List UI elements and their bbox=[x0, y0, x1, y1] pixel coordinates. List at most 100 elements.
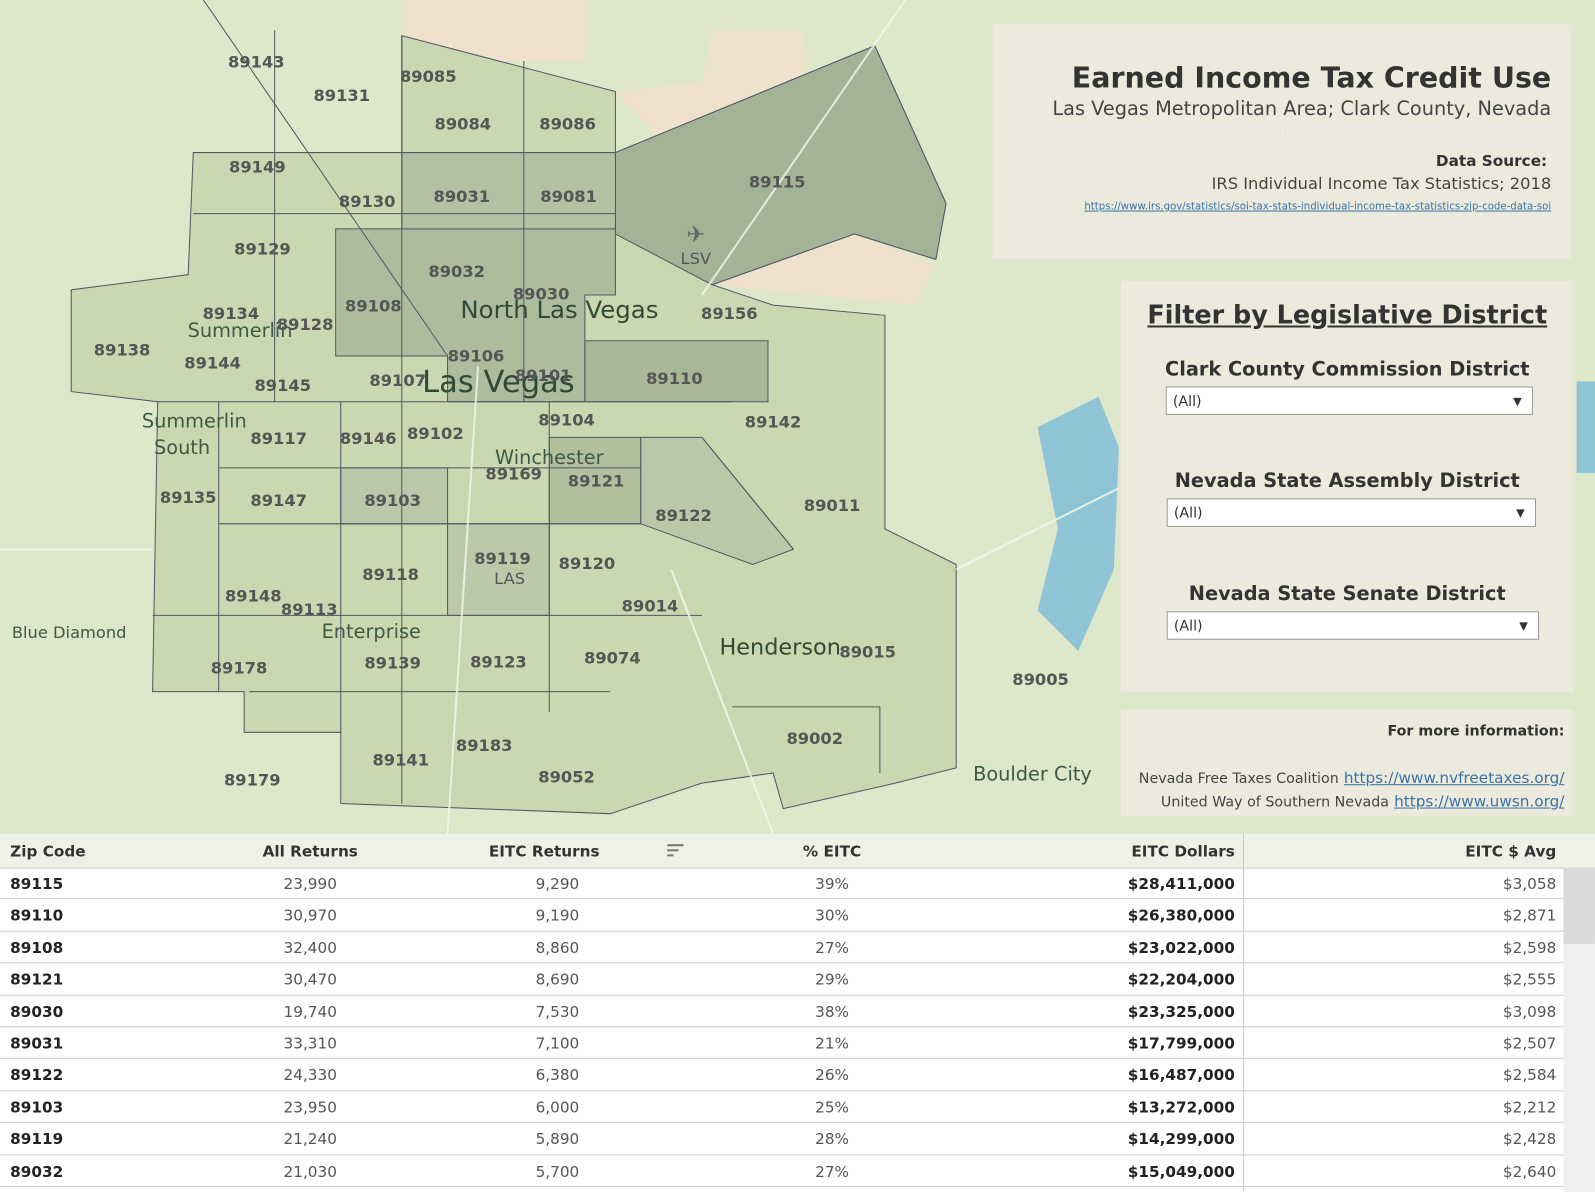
zip-label: 89143 bbox=[228, 53, 285, 72]
table-cell: $14,299,000 bbox=[1127, 1130, 1235, 1149]
zip-label: 89011 bbox=[804, 496, 861, 515]
zip-label: 89074 bbox=[584, 649, 641, 668]
table-cell: 30,470 bbox=[283, 970, 337, 989]
table-cell: 89032 bbox=[10, 1162, 64, 1181]
zip-label: 89113 bbox=[281, 600, 338, 619]
table-cell: $2,212 bbox=[1502, 1098, 1557, 1117]
table-cell: 9,290 bbox=[535, 874, 580, 894]
zip-boundaries bbox=[152, 0, 881, 804]
zip-label: 89141 bbox=[372, 750, 429, 769]
table-cell: 8,860 bbox=[535, 938, 580, 957]
zip-label: 89131 bbox=[313, 86, 370, 105]
row-separator bbox=[0, 1153, 1564, 1156]
table-cell: $3,098 bbox=[1502, 1002, 1557, 1021]
sort-icon[interactable] bbox=[666, 842, 686, 858]
row-separator bbox=[0, 1026, 1564, 1028]
zip-label: 89102 bbox=[407, 424, 464, 443]
table-cell: 7,530 bbox=[535, 1002, 580, 1021]
row-separator bbox=[0, 1122, 1564, 1124]
zip-label: 89086 bbox=[539, 115, 596, 134]
zip-label: 89123 bbox=[470, 653, 527, 672]
zip-label: 89129 bbox=[234, 240, 291, 259]
column-header[interactable]: % EITC bbox=[802, 842, 862, 861]
info-row: United Way of Southern Nevada https://www… bbox=[1161, 792, 1565, 810]
dashboard-subtitle: Las Vegas Metropolitan Area; Clark Count… bbox=[1052, 97, 1552, 121]
airport-icon: ✈ bbox=[686, 222, 705, 248]
info-title: For more information: bbox=[1387, 723, 1565, 740]
table-cell: 27% bbox=[815, 1162, 850, 1181]
info-link[interactable]: https://www.nvfreetaxes.org/ bbox=[1343, 768, 1565, 788]
zip-label: 89139 bbox=[364, 654, 421, 673]
row-separator bbox=[0, 962, 1564, 964]
place-label: Summerlin bbox=[188, 319, 293, 342]
row-separator bbox=[0, 898, 1564, 900]
zip-label: 89178 bbox=[211, 659, 268, 678]
zip-label: 89135 bbox=[160, 488, 217, 507]
info-link[interactable]: https://www.uwsn.org/ bbox=[1394, 792, 1565, 811]
table-cell: 6,000 bbox=[535, 1098, 580, 1117]
table-cell: 33,310 bbox=[283, 1034, 337, 1053]
column-header[interactable]: Zip Code bbox=[10, 842, 86, 861]
zip-label: 89084 bbox=[435, 115, 492, 134]
dropdown-arrow: ▼ bbox=[1519, 619, 1528, 633]
filter-dropdown[interactable]: (All) ▼ bbox=[1166, 611, 1540, 640]
place-label: LAS bbox=[494, 569, 525, 588]
column-header[interactable]: All Returns bbox=[262, 842, 358, 861]
zip-label: 89052 bbox=[538, 768, 595, 787]
column-header[interactable]: EITC Returns bbox=[488, 842, 600, 861]
place-label: South bbox=[154, 436, 210, 459]
row-separator bbox=[0, 1185, 1564, 1187]
zip-label: 89130 bbox=[339, 192, 396, 211]
scrollbar-thumb[interactable] bbox=[1563, 867, 1595, 944]
dashboard-title: Earned Income Tax Credit Use bbox=[1071, 61, 1552, 95]
zip-area-high bbox=[614, 45, 947, 286]
info-row: Nevada Free Taxes Coalition https://www.n… bbox=[1139, 769, 1565, 787]
zip-label: 89085 bbox=[400, 67, 457, 86]
table-cell: 89121 bbox=[10, 970, 64, 989]
place-label: Boulder City bbox=[973, 763, 1092, 786]
zip-label: 89156 bbox=[701, 304, 758, 323]
source-text: IRS Individual Income Tax Statistics; 20… bbox=[1211, 173, 1552, 194]
zip-label: 89134 bbox=[203, 304, 260, 323]
dropdown-value: (All) bbox=[1173, 618, 1203, 635]
table-cell: 38% bbox=[815, 1002, 850, 1021]
table-cell: $16,487,000 bbox=[1127, 1066, 1235, 1085]
zip-label: 89118 bbox=[362, 565, 419, 584]
zip-area-high bbox=[584, 340, 769, 403]
row-separator bbox=[0, 994, 1564, 996]
table-cell: 21% bbox=[815, 1034, 850, 1053]
table-cell: 32,400 bbox=[283, 938, 337, 957]
title-panel bbox=[992, 24, 1572, 260]
zip-label: 89119 bbox=[474, 549, 531, 568]
table-cell: 9,190 bbox=[535, 906, 580, 925]
table-cell: 28% bbox=[815, 1130, 850, 1149]
table-cell: 7,100 bbox=[535, 1034, 580, 1053]
column-divider bbox=[1243, 834, 1245, 1192]
table-cell: 30% bbox=[815, 906, 850, 925]
zip-label: 89122 bbox=[655, 506, 712, 525]
column-header[interactable]: EITC $ Avg bbox=[1465, 842, 1557, 861]
table-cell: 21,030 bbox=[283, 1162, 337, 1181]
table-cell: 89122 bbox=[10, 1066, 64, 1085]
zip-label: 89108 bbox=[345, 297, 402, 316]
table-cell: 89030 bbox=[10, 1002, 64, 1021]
zip-label: 89146 bbox=[340, 429, 397, 448]
source-link[interactable]: https://www.irs.gov/statistics/soi-tax-s… bbox=[1084, 201, 1552, 213]
filter-label: Nevada State Senate District bbox=[1188, 582, 1506, 606]
filter-dropdown[interactable]: (All) ▼ bbox=[1166, 498, 1536, 527]
table-cell: 89119 bbox=[10, 1130, 64, 1149]
zip-label: 89117 bbox=[250, 429, 307, 448]
zip-label: 89030 bbox=[513, 284, 570, 303]
column-header[interactable]: EITC Dollars bbox=[1131, 842, 1235, 861]
zip-label: 89144 bbox=[184, 354, 241, 373]
place-label: Winchester bbox=[495, 446, 604, 469]
table-cell: 30,970 bbox=[283, 906, 337, 925]
filter-label: Nevada State Assembly District bbox=[1174, 469, 1520, 493]
filter-dropdown[interactable]: (All) ▼ bbox=[1165, 386, 1533, 415]
table-cell: 24,330 bbox=[283, 1066, 337, 1085]
zip-label: 89169 bbox=[485, 464, 542, 483]
table-cell: 27% bbox=[815, 938, 850, 957]
zip-label: 89115 bbox=[749, 173, 806, 192]
table-cell: $15,049,000 bbox=[1127, 1162, 1235, 1181]
zip-label: 89145 bbox=[254, 376, 311, 395]
